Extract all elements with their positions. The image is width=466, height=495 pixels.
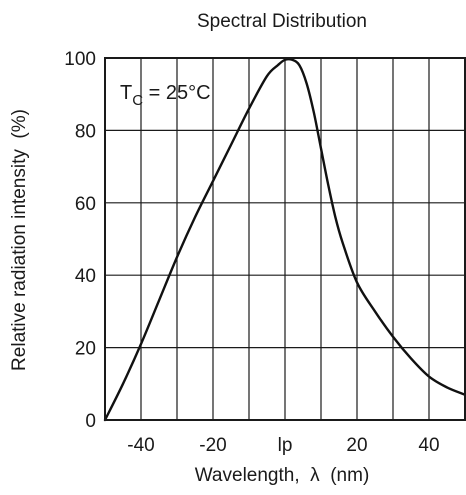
x-tick-label-2: lp — [278, 435, 293, 456]
chart-title: Spectral Distribution — [197, 11, 367, 32]
x-tick-label-1: -20 — [199, 435, 226, 456]
y-tick-label-4: 80 — [75, 121, 96, 142]
x-tick-label-3: 20 — [346, 435, 367, 456]
y-tick-label-5: 100 — [64, 49, 96, 70]
y-axis-label: Relative radiation intensity (%) — [9, 109, 30, 371]
annotation-subscript: C — [132, 92, 143, 109]
y-tick-label-0: 0 — [85, 411, 96, 432]
y-tick-label-1: 20 — [75, 339, 96, 360]
x-axis-label: Wavelength, λ (nm) — [195, 465, 370, 486]
spectral-curve-0 — [103, 57, 466, 422]
svg-text:TC = 25°C: TC = 25°C — [120, 82, 211, 109]
x-axis-ticks: -40 -20 lp 20 40 — [127, 435, 439, 456]
x-tick-label-4: 40 — [418, 435, 439, 456]
plot-frame — [104, 57, 466, 421]
y-axis-ticks: 0 20 40 60 80 100 — [64, 49, 96, 432]
y-tick-label-2: 40 — [75, 266, 96, 287]
x-tick-label-0: -40 — [127, 435, 154, 456]
grid-layer — [105, 58, 465, 420]
temperature-annotation: TC = 25°C — [120, 82, 211, 109]
y-tick-label-3: 60 — [75, 194, 96, 215]
curve-layer — [103, 57, 466, 422]
annotation-base: T — [120, 82, 132, 104]
annotation-rest: = 25°C — [143, 82, 210, 104]
